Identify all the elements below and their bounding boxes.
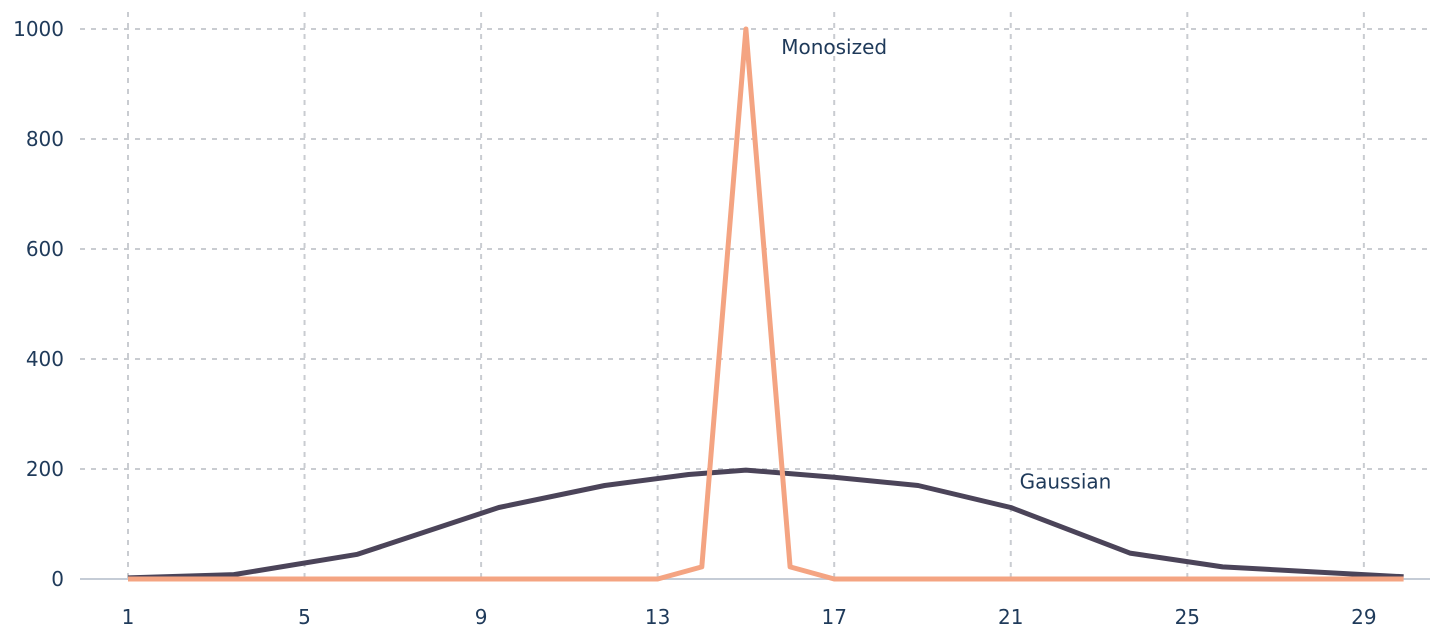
x-tick-label: 29 [1351,605,1376,629]
series-label-gaussian: Gaussian [1020,469,1112,493]
x-tick-label: 5 [298,605,311,629]
y-tick-label: 200 [26,457,64,481]
grid [80,12,1430,579]
y-tick-label: 0 [51,567,64,591]
series [127,26,1404,582]
x-tick-label: 21 [998,605,1023,629]
x-tick-label: 9 [475,605,488,629]
y-tick-label: 600 [26,237,64,261]
x-tick-label: 17 [821,605,846,629]
axes: 0 200 400 600 800 1000 1 5 9 13 17 21 25 29 [13,17,1430,629]
x-tick-label: 13 [645,605,670,629]
x-tick-label: 1 [122,605,135,629]
series-line-monosized [128,26,1404,582]
y-tick-label: 1000 [13,17,64,41]
x-tick-label: 25 [1175,605,1200,629]
y-tick-label: 400 [26,347,64,371]
series-labels: Gaussian Monosized [781,35,1111,494]
series-line-gaussian [127,467,1404,581]
y-tick-label: 800 [26,127,64,151]
series-label-monosized: Monosized [781,35,887,59]
